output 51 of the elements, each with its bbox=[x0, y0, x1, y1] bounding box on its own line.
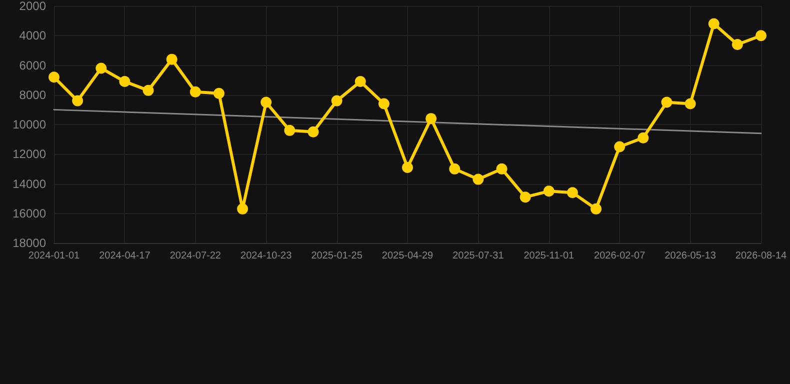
x-tick-label: 2025-04-29 bbox=[382, 250, 434, 262]
point bbox=[449, 163, 460, 174]
point bbox=[684, 98, 696, 110]
point bbox=[260, 96, 272, 108]
y-tick-label: 16000 bbox=[12, 206, 46, 220]
point bbox=[213, 88, 224, 99]
point bbox=[638, 132, 649, 144]
point bbox=[190, 86, 201, 98]
x-tick-label: 2025-11-01 bbox=[524, 250, 575, 262]
x-tick-label: 2024-01-01 bbox=[28, 250, 80, 262]
point bbox=[119, 76, 130, 88]
y-tick-label: 4000 bbox=[19, 28, 46, 43]
x-tick-label: 2024-07-22 bbox=[170, 250, 222, 262]
point bbox=[426, 113, 437, 124]
x-tick-label: 2024-10-23 bbox=[240, 250, 292, 262]
point bbox=[590, 203, 602, 214]
point bbox=[284, 124, 296, 136]
point bbox=[378, 98, 390, 110]
point bbox=[166, 54, 178, 65]
point bbox=[237, 203, 248, 214]
point bbox=[708, 18, 720, 30]
x-tick-label: 2026-05-13 bbox=[664, 250, 716, 262]
point bbox=[732, 39, 743, 50]
x-tick-label: 2025-07-31 bbox=[452, 250, 504, 262]
point bbox=[614, 141, 626, 152]
y-tick-label: 6000 bbox=[19, 58, 46, 72]
point bbox=[402, 162, 413, 173]
y-tick-label: 14000 bbox=[12, 176, 46, 191]
point bbox=[756, 30, 766, 42]
x-tick-label: 2026-08-14 bbox=[735, 250, 788, 262]
point bbox=[96, 62, 107, 74]
x-tick-label: 2025-01-25 bbox=[311, 250, 363, 262]
y-tick-label: 12000 bbox=[12, 147, 46, 162]
y-tick-label: 2000 bbox=[19, 0, 46, 13]
x-tick-label: 2024-04-17 bbox=[99, 250, 151, 262]
point bbox=[48, 72, 60, 83]
point bbox=[661, 96, 672, 108]
point bbox=[520, 192, 531, 203]
point bbox=[308, 126, 319, 138]
y-tick-label: 10000 bbox=[12, 118, 46, 132]
point bbox=[496, 163, 508, 174]
y-tick-label: 8000 bbox=[19, 88, 46, 102]
x-tick-label: 2026-02-07 bbox=[594, 250, 646, 262]
y-tick-label: 18000 bbox=[12, 236, 46, 250]
point bbox=[142, 84, 154, 96]
point bbox=[331, 95, 342, 106]
point bbox=[543, 186, 554, 197]
point bbox=[472, 174, 484, 185]
point bbox=[566, 187, 578, 198]
point bbox=[72, 95, 84, 106]
point bbox=[354, 76, 366, 88]
